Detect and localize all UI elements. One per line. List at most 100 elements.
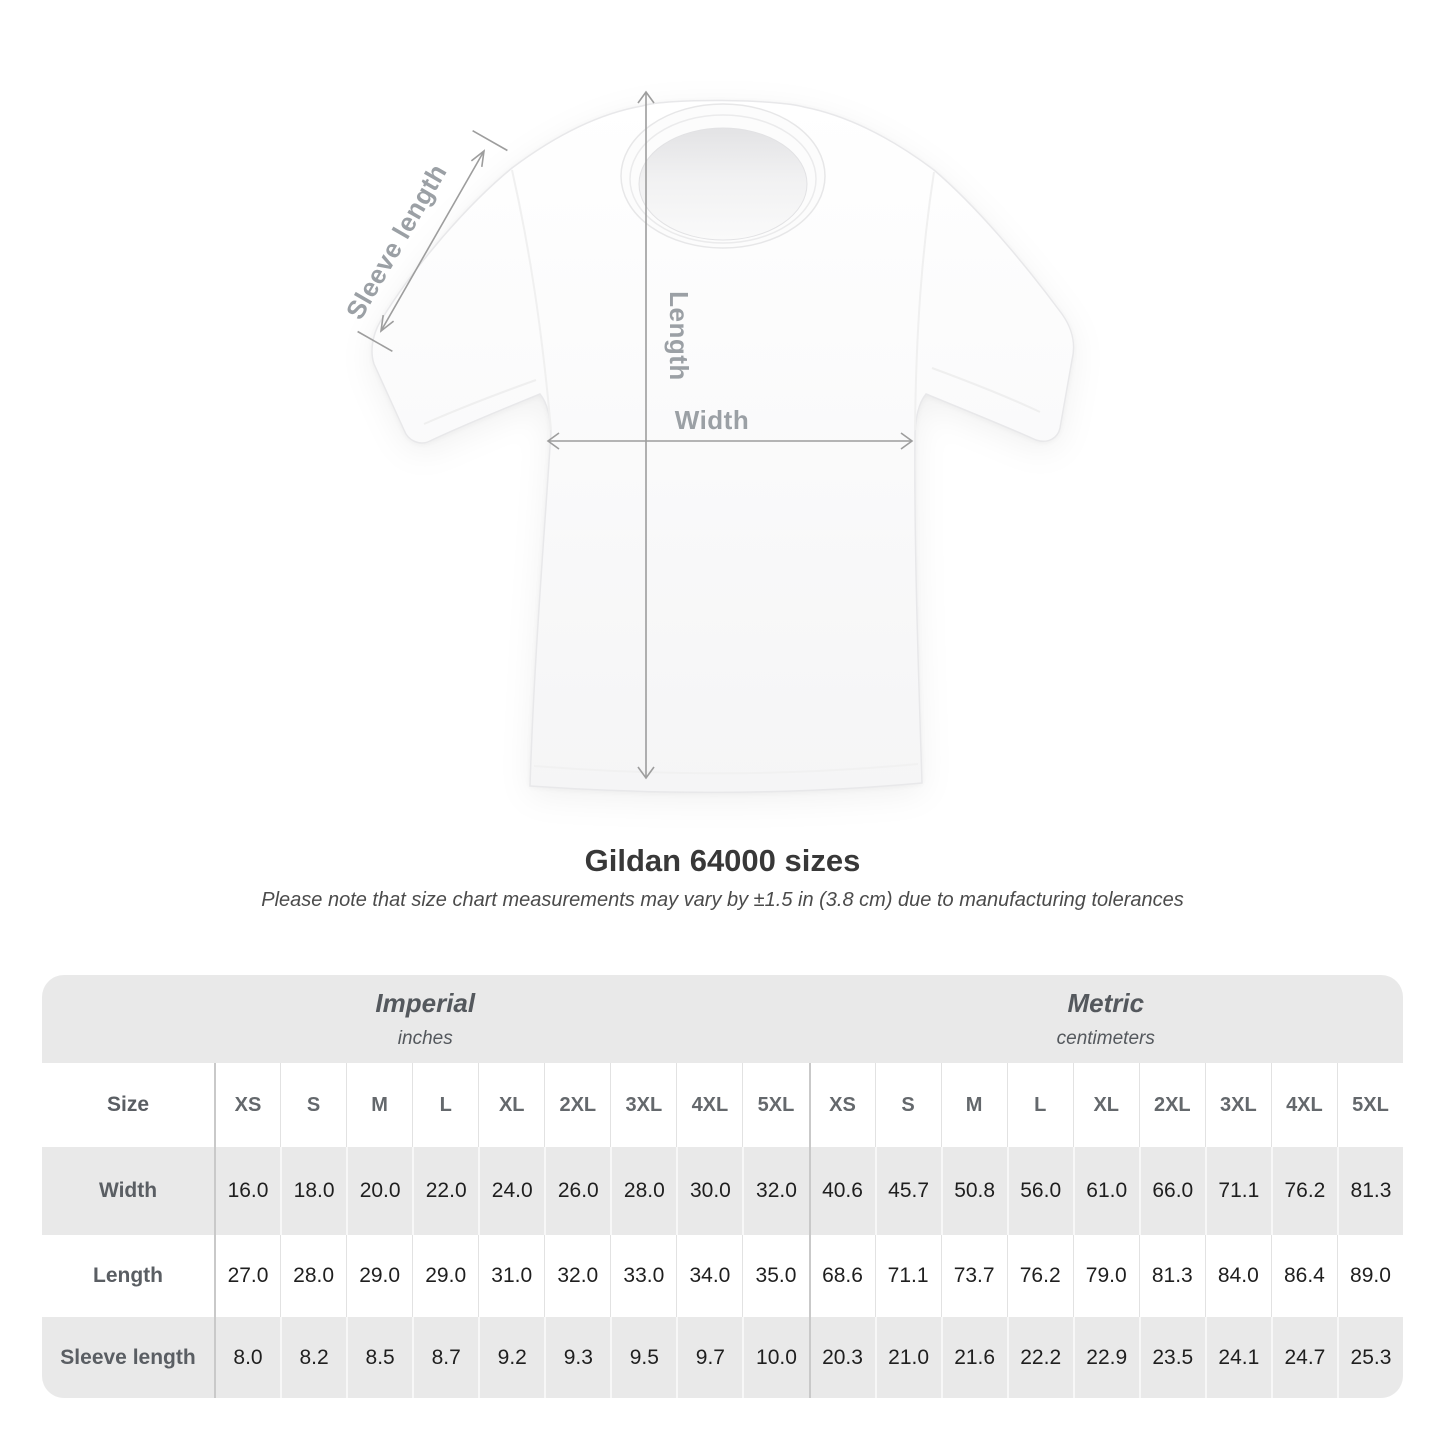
measurement-cell: 9.7 xyxy=(676,1317,743,1398)
size-header-cell: M xyxy=(346,1063,412,1147)
measurement-cell: 26.0 xyxy=(544,1147,611,1235)
size-table: Imperial inches Metric centimeters Size … xyxy=(42,975,1403,1398)
measurement-cell: 76.2 xyxy=(1006,1235,1073,1317)
measurement-cell: 66.0 xyxy=(1138,1147,1205,1235)
collar-stitch xyxy=(629,114,817,244)
size-header-cell: L xyxy=(412,1063,478,1147)
size-header-cell: S xyxy=(280,1063,346,1147)
tshirt-illustration xyxy=(371,99,1075,794)
measurement-cell: 81.3 xyxy=(1138,1235,1205,1317)
unit-group-metric: Metric centimeters xyxy=(808,975,1403,1063)
measurement-cell: 34.0 xyxy=(676,1235,742,1317)
unit-group-imperial: Imperial inches xyxy=(42,975,809,1063)
size-header-cell: XL xyxy=(1072,1063,1139,1147)
size-header-cell: S xyxy=(874,1063,941,1147)
measurement-cell: 21.0 xyxy=(874,1317,941,1398)
measurement-cell: 10.0 xyxy=(742,1317,809,1398)
measurement-cell: 21.6 xyxy=(940,1317,1007,1398)
measurement-cell: 24.7 xyxy=(1270,1317,1337,1398)
width-label: Width xyxy=(675,405,749,435)
measurement-cell: 28.0 xyxy=(610,1147,677,1235)
page-title: Gildan 64000 sizes xyxy=(584,843,861,878)
measurement-cell: 45.7 xyxy=(874,1147,941,1235)
width-arrow xyxy=(546,432,914,450)
measurement-cell: 73.7 xyxy=(940,1235,1007,1317)
size-header-cell: 3XL xyxy=(610,1063,676,1147)
length-label: Length xyxy=(664,291,694,381)
size-header-cell: 5XL xyxy=(1336,1063,1403,1147)
right-sleeve-seam xyxy=(914,171,935,431)
tshirt-diagram: Sleeve length Length Width xyxy=(340,90,1075,794)
measurement-cell: 28.0 xyxy=(280,1235,346,1317)
measurement-cell: 8.7 xyxy=(412,1317,479,1398)
measurement-cell: 29.0 xyxy=(412,1235,478,1317)
measurement-cell: 31.0 xyxy=(478,1235,544,1317)
row-label-sleeve-length: Sleeve length xyxy=(42,1317,214,1398)
left-sleeve-seam xyxy=(511,169,552,431)
measurement-cell: 33.0 xyxy=(610,1235,676,1317)
size-header-cell: 2XL xyxy=(1138,1063,1205,1147)
measurement-cell: 9.2 xyxy=(478,1317,545,1398)
size-header-cell: 5XL xyxy=(742,1063,808,1147)
measurement-cell: 30.0 xyxy=(676,1147,743,1235)
measurement-cell: 22.9 xyxy=(1072,1317,1139,1398)
measurement-cell: 8.5 xyxy=(346,1317,413,1398)
measurement-cell: 9.5 xyxy=(610,1317,677,1398)
size-header-cell: XL xyxy=(478,1063,544,1147)
measurement-cell: 56.0 xyxy=(1006,1147,1073,1235)
measurement-cell: 24.1 xyxy=(1204,1317,1271,1398)
size-header-cell: 2XL xyxy=(544,1063,610,1147)
measurement-cell: 20.3 xyxy=(808,1317,875,1398)
size-header-cell: XS xyxy=(214,1063,280,1147)
size-header-cell: M xyxy=(940,1063,1007,1147)
measurement-cell: 35.0 xyxy=(742,1235,808,1317)
measurement-cell: 23.5 xyxy=(1138,1317,1205,1398)
measurement-cell: 8.0 xyxy=(214,1317,281,1398)
sleeve-length-arrow xyxy=(357,130,508,352)
measurement-cell: 16.0 xyxy=(214,1147,281,1235)
tolerance-note: Please note that size chart measurements… xyxy=(261,889,1184,911)
size-header-cell: L xyxy=(1006,1063,1073,1147)
size-header-cell: 3XL xyxy=(1204,1063,1271,1147)
measurement-cell: 32.0 xyxy=(544,1235,610,1317)
size-header-cell: XS xyxy=(808,1063,875,1147)
measurement-cell: 50.8 xyxy=(940,1147,1007,1235)
metric-group-label: Metric xyxy=(1067,988,1145,1018)
metric-group-unit: centimeters xyxy=(1056,1028,1155,1049)
measurement-cell: 25.3 xyxy=(1336,1317,1403,1398)
right-cuff-stitch xyxy=(931,367,1041,413)
imperial-group-label: Imperial xyxy=(375,988,476,1018)
measurement-cell: 84.0 xyxy=(1204,1235,1271,1317)
measurement-cell: 71.1 xyxy=(1204,1147,1271,1235)
measurement-cell: 27.0 xyxy=(214,1235,280,1317)
measurement-cell: 86.4 xyxy=(1270,1235,1337,1317)
tshirt-body xyxy=(371,99,1075,794)
measurement-cell: 29.0 xyxy=(346,1235,412,1317)
measurement-cell: 79.0 xyxy=(1072,1235,1139,1317)
measurement-cell: 18.0 xyxy=(280,1147,347,1235)
row-label-width: Width xyxy=(42,1147,214,1235)
hem-stitch xyxy=(533,763,919,775)
measurement-cell: 22.2 xyxy=(1006,1317,1073,1398)
measurement-cell: 81.3 xyxy=(1336,1147,1403,1235)
measurement-cell: 24.0 xyxy=(478,1147,545,1235)
measurement-cell: 9.3 xyxy=(544,1317,611,1398)
length-arrow xyxy=(637,90,655,780)
measurement-cell: 68.6 xyxy=(808,1235,875,1317)
measurement-cell: 61.0 xyxy=(1072,1147,1139,1235)
measurement-cell: 76.2 xyxy=(1270,1147,1337,1235)
measurement-cell: 20.0 xyxy=(346,1147,413,1235)
measurement-cell: 32.0 xyxy=(742,1147,809,1235)
measurement-cell: 71.1 xyxy=(874,1235,941,1317)
measurement-cell: 40.6 xyxy=(808,1147,875,1235)
measurement-cell: 22.0 xyxy=(412,1147,479,1235)
row-label-length: Length xyxy=(93,1264,163,1287)
size-header-cell: 4XL xyxy=(1270,1063,1337,1147)
imperial-group-unit: inches xyxy=(397,1028,453,1049)
size-column-header: Size xyxy=(106,1093,150,1116)
size-header-cell: 4XL xyxy=(676,1063,742,1147)
collar-opening xyxy=(638,127,808,241)
left-cuff-stitch xyxy=(423,379,537,425)
measurement-cell: 89.0 xyxy=(1336,1235,1403,1317)
